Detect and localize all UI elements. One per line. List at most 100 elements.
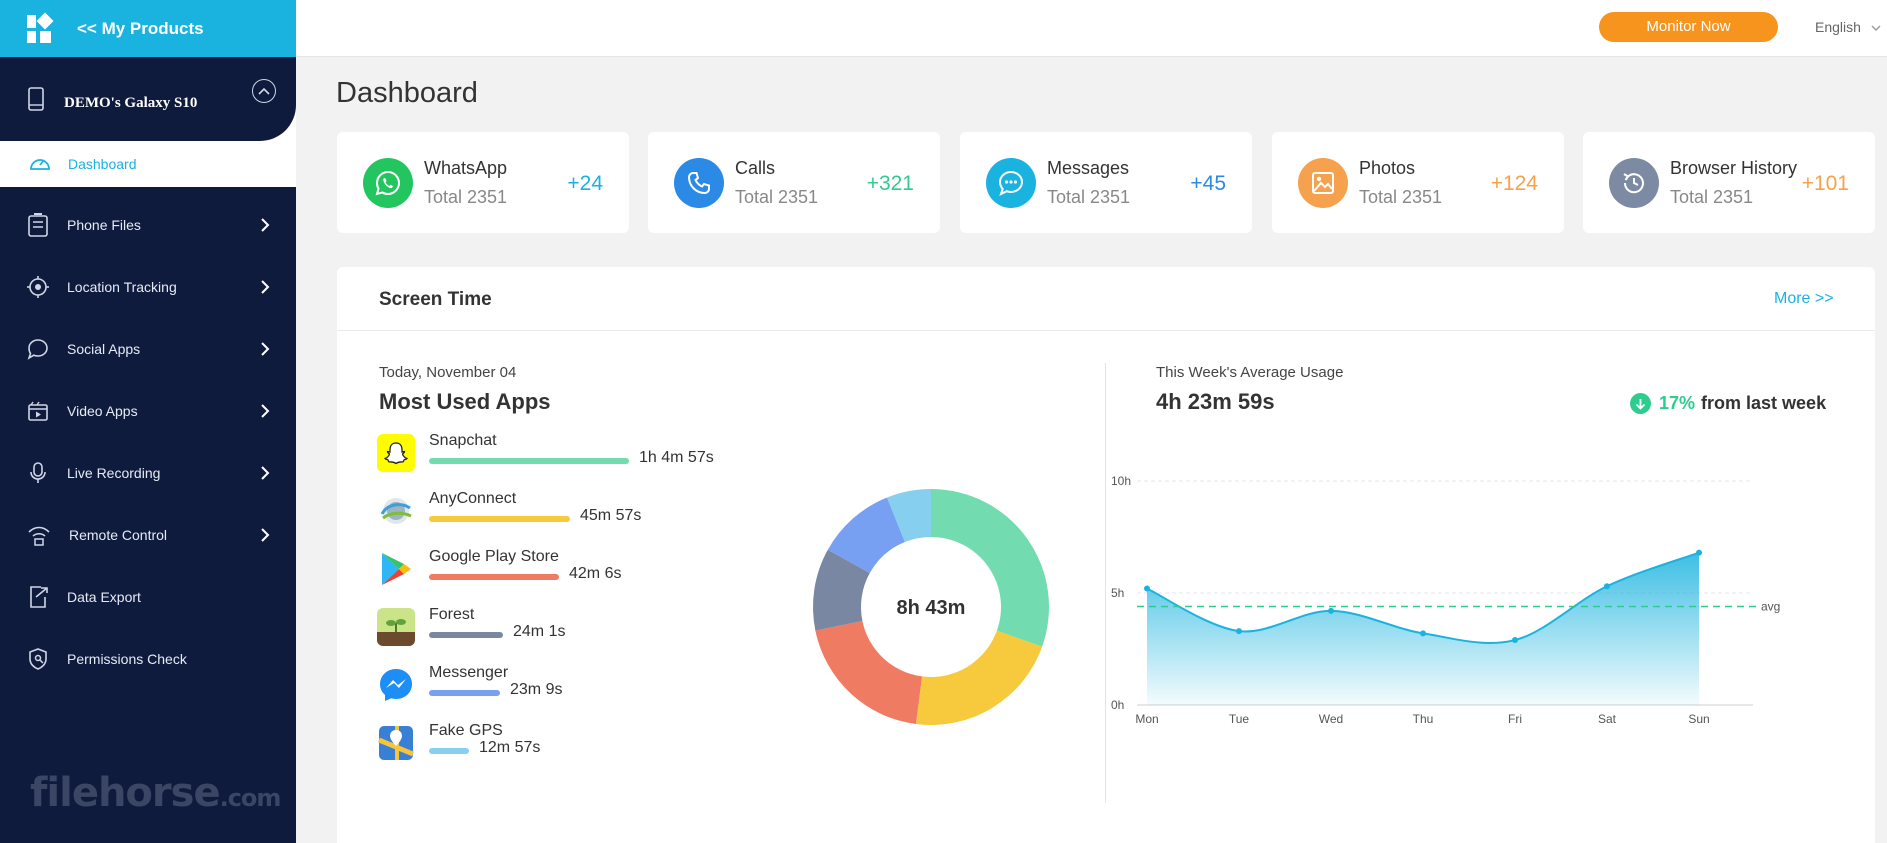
sidebar-item-permissions-check[interactable]: Permissions Check <box>0 639 296 679</box>
data-point[interactable] <box>1236 628 1242 635</box>
sidebar-item-video-apps[interactable]: Video Apps <box>0 391 296 431</box>
sidebar-item-label: Location Tracking <box>67 279 177 295</box>
app-duration: 24m 1s <box>513 623 566 640</box>
app-row-messenger[interactable]: Messenger 23m 9s <box>377 664 737 708</box>
sidebar-item-label: Live Recording <box>67 465 161 481</box>
collapse-toggle-icon[interactable] <box>252 79 276 103</box>
snapchat-icon <box>377 434 415 472</box>
app-duration: 42m 6s <box>569 565 622 582</box>
panel-header: Screen Time More >> <box>337 267 1875 331</box>
chevron-right-icon <box>261 280 270 294</box>
card-name: Browser History <box>1670 158 1798 178</box>
chevron-right-icon <box>261 528 270 542</box>
week-trend: 17% from last week <box>1630 393 1826 414</box>
card-delta: +321 <box>866 172 914 195</box>
y-tick-label: 10h <box>1111 474 1131 488</box>
history-clock-icon <box>1609 158 1659 208</box>
data-point[interactable] <box>1144 585 1150 592</box>
messenger-icon <box>377 666 415 704</box>
usage-bar <box>429 690 500 696</box>
card-calls[interactable]: Calls Total 2351 +321 <box>648 132 940 233</box>
data-point[interactable] <box>1512 637 1518 644</box>
card-total: Total 2351 <box>1670 187 1754 207</box>
week-average-label: This Week's Average Usage <box>1156 364 1344 381</box>
app-duration: 23m 9s <box>510 681 563 698</box>
card-delta: +45 <box>1190 172 1226 195</box>
sidebar-item-social-apps[interactable]: Social Apps <box>0 329 296 369</box>
x-tick-label: Sat <box>1598 712 1617 726</box>
chevron-right-icon <box>261 342 270 356</box>
donut-slice <box>815 621 923 725</box>
sidebar-item-data-export[interactable]: Data Export <box>0 577 296 617</box>
card-name: WhatsApp <box>424 158 508 178</box>
app-duration: 45m 57s <box>580 507 642 524</box>
video-icon <box>28 401 48 421</box>
language-selector[interactable]: English <box>1815 19 1881 35</box>
app-name: Google Play Store <box>429 548 559 565</box>
device-selector[interactable]: DEMO's Galaxy S10 <box>0 57 296 141</box>
x-tick-label: Mon <box>1135 712 1158 726</box>
most-used-title: Most Used Apps <box>379 389 551 414</box>
sidebar-item-phone-files[interactable]: Phone Files <box>0 205 296 245</box>
data-point[interactable] <box>1604 583 1610 590</box>
card-whatsapp[interactable]: WhatsApp Total 2351 +24 <box>337 132 629 233</box>
forest-icon <box>377 608 415 646</box>
sidebar-item-live-recording[interactable]: Live Recording <box>0 453 296 493</box>
device-name: DEMO's Galaxy S10 <box>64 94 198 111</box>
trend-text: from last week <box>1701 393 1827 413</box>
app-row-anyconnect[interactable]: AnyConnect 45m 57s <box>377 490 737 534</box>
phone-call-icon <box>674 158 724 208</box>
sidebar-item-location-tracking[interactable]: Location Tracking <box>0 267 296 307</box>
app-row-snapchat[interactable]: Snapchat 1h 4m 57s <box>377 432 737 476</box>
vertical-divider <box>1105 363 1106 803</box>
card-name: Calls <box>735 158 776 178</box>
app-duration: 1h 4m 57s <box>639 449 714 466</box>
sidebar-item-remote-control[interactable]: Remote Control <box>0 515 296 555</box>
sidebar-item-dashboard[interactable]: Dashboard <box>6 141 296 187</box>
card-name: Messages <box>1047 158 1130 178</box>
trend-percent: 17% <box>1659 393 1696 413</box>
monitor-now-button[interactable]: Monitor Now <box>1599 12 1778 42</box>
chevron-right-icon <box>261 466 270 480</box>
card-browser-history[interactable]: Browser History Total 2351 +101 <box>1583 132 1875 233</box>
data-point[interactable] <box>1696 549 1702 556</box>
file-icon <box>28 213 48 237</box>
app-row-google-play-store[interactable]: Google Play Store 42m 6s <box>377 548 737 592</box>
card-delta: +24 <box>567 172 603 195</box>
whatsapp-icon <box>363 158 413 208</box>
arrow-down-icon <box>1630 393 1651 414</box>
chevron-down-icon <box>1871 25 1881 31</box>
app-name: AnyConnect <box>429 490 517 507</box>
app-row-forest[interactable]: Forest 24m 1s <box>377 606 737 650</box>
x-tick-label: Fri <box>1508 712 1522 726</box>
card-name: Photos <box>1359 158 1416 178</box>
shield-icon <box>29 648 47 670</box>
donut-slice <box>931 489 1049 647</box>
donut-slice <box>915 630 1043 725</box>
top-bar: Monitor Now English <box>296 0 1887 57</box>
data-point[interactable] <box>1420 630 1426 637</box>
card-photos[interactable]: Photos Total 2351 +124 <box>1272 132 1564 233</box>
usage-bar <box>429 516 570 522</box>
sidebar-item-label: Remote Control <box>69 527 168 543</box>
my-products-link[interactable]: << My Products <box>0 0 296 57</box>
card-messages[interactable]: Messages Total 2351 +45 <box>960 132 1252 233</box>
usage-bar <box>429 748 469 754</box>
sidebar: << My Products DEMO's Galaxy S10 Dashboa… <box>0 0 296 843</box>
donut-slice <box>827 497 905 574</box>
card-delta: +124 <box>1490 172 1538 195</box>
app-row-fake-gps[interactable]: Fake GPS 12m 57s <box>377 722 737 766</box>
app-name: Fake GPS <box>429 722 503 739</box>
today-date: Today, November 04 <box>379 364 517 381</box>
chevron-right-icon <box>261 404 270 418</box>
data-point[interactable] <box>1328 607 1334 614</box>
language-label: English <box>1815 19 1861 35</box>
app-name: Snapchat <box>429 432 497 449</box>
card-delta: +101 <box>1801 172 1849 195</box>
wifi-icon <box>28 526 50 546</box>
more-link[interactable]: More >> <box>1774 290 1834 307</box>
sidebar-item-label: Dashboard <box>68 156 137 172</box>
sidebar-item-label: Video Apps <box>67 403 138 419</box>
total-today-label: 8h 43m <box>896 597 966 619</box>
card-total: Total 2351 <box>1047 187 1131 207</box>
